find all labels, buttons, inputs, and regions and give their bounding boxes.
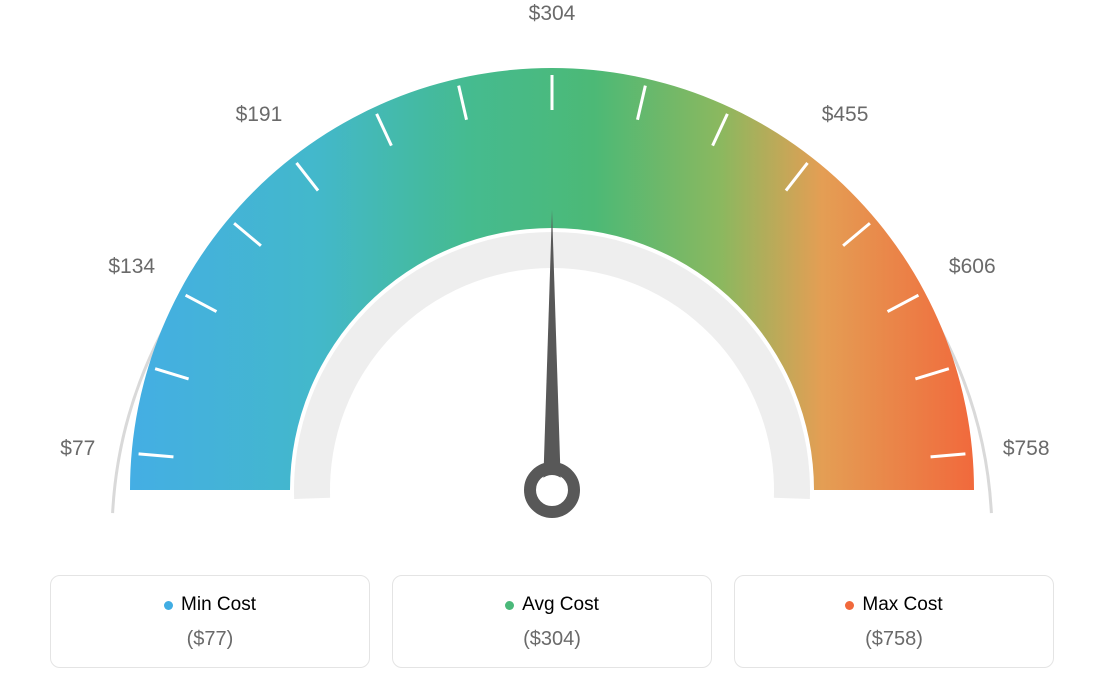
legend-card-avg: Avg Cost ($304) [392,575,712,668]
gauge-chart: $77 $134 $191 $304 $455 $606 $758 [0,0,1104,560]
gauge-tick-label: $77 [60,437,95,461]
legend-card-max: Max Cost ($758) [734,575,1054,668]
legend-value-min: ($77) [61,628,359,651]
gauge-tick-label: $606 [949,255,996,279]
legend-title-avg: Avg Cost [505,594,599,616]
legend-title-min: Min Cost [164,594,256,616]
gauge-tick-label: $758 [1003,437,1050,461]
gauge-svg [0,0,1104,560]
legend-card-min: Min Cost ($77) [50,575,370,668]
legend-label-avg: Avg Cost [522,594,599,616]
legend-title-max: Max Cost [845,594,942,616]
legend-dot-max [845,601,854,610]
gauge-tick-label: $191 [236,103,283,127]
gauge-tick-label: $134 [108,255,155,279]
legend-label-max: Max Cost [862,594,942,616]
legend-value-max: ($758) [745,628,1043,651]
legend-dot-avg [505,601,514,610]
legend-row: Min Cost ($77) Avg Cost ($304) Max Cost … [0,575,1104,668]
legend-label-min: Min Cost [181,594,256,616]
legend-dot-min [164,601,173,610]
gauge-tick-label: $304 [529,2,576,26]
legend-value-avg: ($304) [403,628,701,651]
gauge-tick-label: $455 [822,103,869,127]
